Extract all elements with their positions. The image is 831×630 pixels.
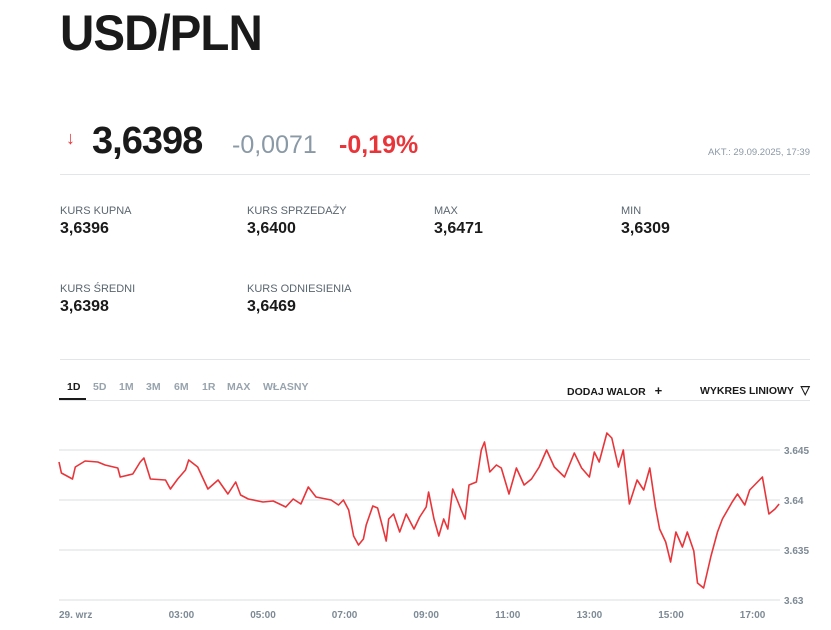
x-tick-label: 15:00 xyxy=(658,610,684,621)
tab-max[interactable]: MAX xyxy=(227,381,251,393)
x-tick-label: 29. wrz xyxy=(59,610,92,621)
stat-label: KURS SPRZEDAŻY xyxy=(247,205,347,217)
x-tick-label: 05:00 xyxy=(250,610,276,621)
triangle-down-icon: ▽ xyxy=(800,383,810,397)
divider xyxy=(59,400,810,401)
stat-max: MAX 3,6471 xyxy=(434,205,483,238)
chart-type-dropdown[interactable]: WYKRES LINIOWY ▽ xyxy=(700,383,810,397)
stat-value: 3,6471 xyxy=(434,220,483,237)
price-change: -0,0071 xyxy=(232,131,317,159)
price-chart[interactable]: 3.63 3.635 3.64 3.645 29. wrz 03:00 05:00 07:00… xyxy=(0,405,831,630)
tab-5d[interactable]: 5D xyxy=(93,381,107,393)
stat-label: KURS ŚREDNI xyxy=(60,283,136,295)
stat-min: MIN 3,6309 xyxy=(621,205,670,238)
update-timestamp: AKT.: 29.09.2025, 17:39 xyxy=(708,147,810,158)
stat-reference-rate: KURS ODNIESIENIA 3,6469 xyxy=(247,283,352,316)
stat-label: MAX xyxy=(434,205,458,217)
x-tick-label: 17:00 xyxy=(740,610,766,621)
y-tick-label: 3.635 xyxy=(784,546,809,557)
current-price: 3,6398 xyxy=(92,120,203,162)
stat-value: 3,6309 xyxy=(621,220,670,237)
tab-1m[interactable]: 1M xyxy=(119,381,134,393)
stat-buy-rate: KURS KUPNA 3,6396 xyxy=(60,205,132,238)
x-tick-label: 07:00 xyxy=(332,610,358,621)
tab-3m[interactable]: 3M xyxy=(146,381,161,393)
price-change-percent: -0,19% xyxy=(339,131,419,159)
divider xyxy=(60,359,810,360)
y-tick-label: 3.64 xyxy=(784,496,804,507)
stat-label: KURS KUPNA xyxy=(60,205,132,217)
x-tick-label: 13:00 xyxy=(577,610,603,621)
add-label: DODAJ WALOR xyxy=(567,386,646,398)
stat-value: 3,6396 xyxy=(60,220,109,237)
add-instrument-button[interactable]: DODAJ WALOR + xyxy=(567,383,662,398)
tab-6m[interactable]: 6M xyxy=(174,381,189,393)
stat-value: 3,6400 xyxy=(247,220,296,237)
x-tick-label: 11:00 xyxy=(495,610,520,621)
tab-custom[interactable]: WŁASNY xyxy=(263,381,309,393)
chart-type-label: WYKRES LINIOWY xyxy=(700,385,794,397)
tab-1d[interactable]: 1D xyxy=(67,381,81,393)
divider xyxy=(60,174,810,175)
price-line xyxy=(58,432,780,589)
stat-value: 3,6398 xyxy=(60,298,109,315)
stat-label: MIN xyxy=(621,205,642,217)
stat-label: KURS ODNIESIENIA xyxy=(247,283,352,295)
tab-1r[interactable]: 1R xyxy=(202,381,216,393)
stat-value: 3,6469 xyxy=(247,298,296,315)
stat-mid-rate: KURS ŚREDNI 3,6398 xyxy=(60,283,135,316)
active-tab-indicator xyxy=(59,398,86,400)
plus-icon: + xyxy=(654,383,663,398)
x-tick-label: 09:00 xyxy=(413,610,439,621)
x-tick-label: 03:00 xyxy=(169,610,195,621)
page-title: USD/PLN xyxy=(60,5,263,61)
y-tick-label: 3.645 xyxy=(784,446,809,457)
y-tick-label: 3.63 xyxy=(784,596,804,607)
stat-sell-rate: KURS SPRZEDAŻY 3,6400 xyxy=(247,205,347,238)
arrow-down-icon: ↓ xyxy=(66,128,75,148)
